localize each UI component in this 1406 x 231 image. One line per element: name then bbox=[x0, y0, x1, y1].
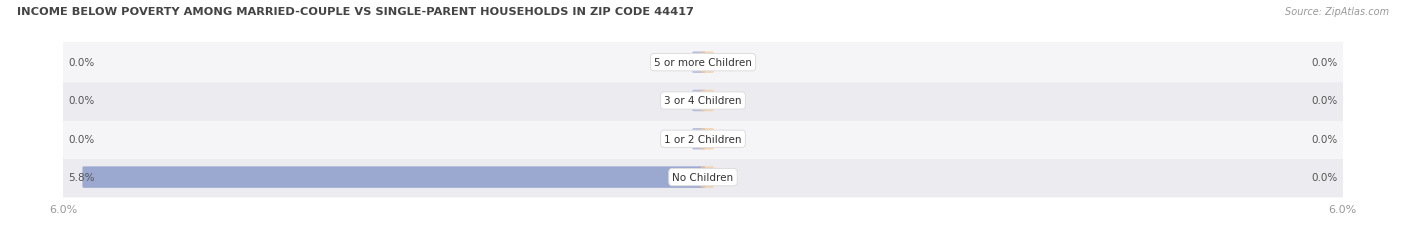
Text: 3 or 4 Children: 3 or 4 Children bbox=[664, 96, 742, 106]
FancyBboxPatch shape bbox=[692, 52, 706, 74]
Text: 0.0%: 0.0% bbox=[1312, 134, 1337, 144]
FancyBboxPatch shape bbox=[692, 128, 706, 150]
Text: 0.0%: 0.0% bbox=[69, 58, 94, 68]
Text: 5.8%: 5.8% bbox=[69, 172, 96, 182]
FancyBboxPatch shape bbox=[700, 167, 714, 188]
FancyBboxPatch shape bbox=[700, 52, 714, 74]
FancyBboxPatch shape bbox=[692, 90, 706, 112]
FancyBboxPatch shape bbox=[58, 43, 1348, 83]
Text: 0.0%: 0.0% bbox=[69, 134, 94, 144]
FancyBboxPatch shape bbox=[700, 128, 714, 150]
FancyBboxPatch shape bbox=[58, 119, 1348, 159]
Text: 0.0%: 0.0% bbox=[1312, 172, 1337, 182]
FancyBboxPatch shape bbox=[58, 81, 1348, 121]
FancyBboxPatch shape bbox=[700, 90, 714, 112]
Text: 0.0%: 0.0% bbox=[1312, 96, 1337, 106]
FancyBboxPatch shape bbox=[58, 157, 1348, 198]
Text: 5 or more Children: 5 or more Children bbox=[654, 58, 752, 68]
Text: No Children: No Children bbox=[672, 172, 734, 182]
FancyBboxPatch shape bbox=[83, 167, 706, 188]
Text: 1 or 2 Children: 1 or 2 Children bbox=[664, 134, 742, 144]
Text: INCOME BELOW POVERTY AMONG MARRIED-COUPLE VS SINGLE-PARENT HOUSEHOLDS IN ZIP COD: INCOME BELOW POVERTY AMONG MARRIED-COUPL… bbox=[17, 7, 693, 17]
Text: 0.0%: 0.0% bbox=[69, 96, 94, 106]
Text: 0.0%: 0.0% bbox=[1312, 58, 1337, 68]
Text: Source: ZipAtlas.com: Source: ZipAtlas.com bbox=[1285, 7, 1389, 17]
